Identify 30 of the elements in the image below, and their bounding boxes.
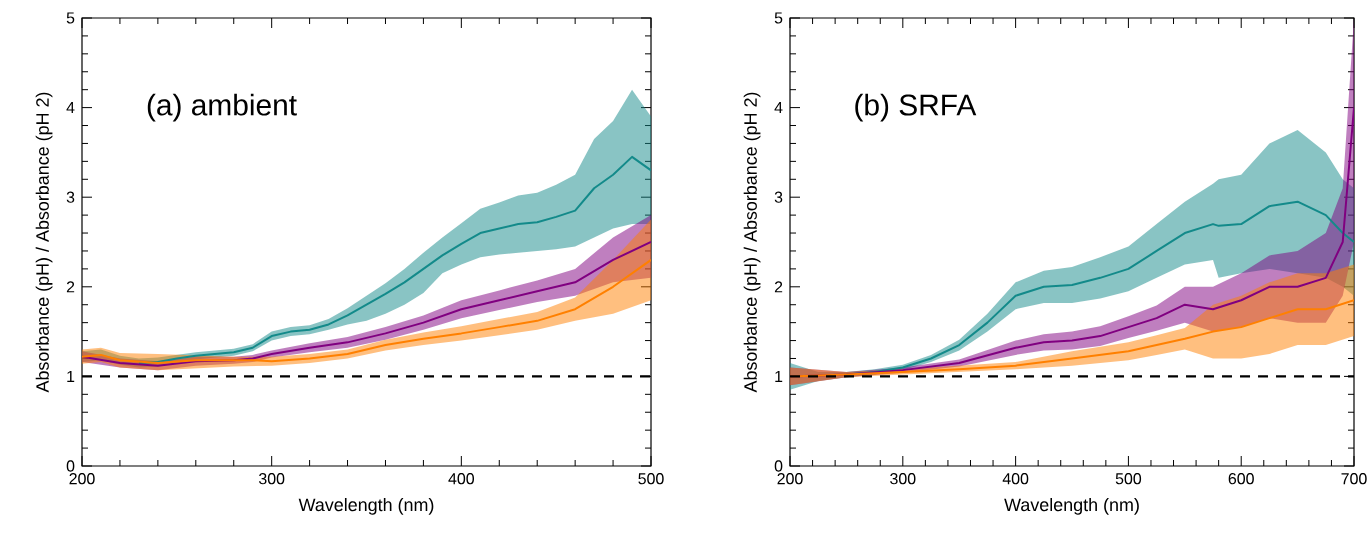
x-tick-label: 400 — [1002, 473, 1029, 485]
x-tick-label: 500 — [638, 473, 664, 485]
y-tick-label: 0 — [774, 460, 783, 472]
text: (a) ambient — [147, 93, 297, 122]
x-axis-title: Wavelength (nm) — [1004, 498, 1139, 515]
y-axis-title: Absorbance (pH) / Absorbance (pH 2) — [35, 92, 53, 393]
x-tick-label: 300 — [890, 473, 916, 485]
y-tick-label: 2 — [66, 281, 75, 293]
x-axis-title: Wavelength (nm) — [298, 498, 434, 515]
y-tick-label: 3 — [774, 191, 783, 203]
y-tick-label: 4 — [66, 102, 75, 114]
x-tick-label: 200 — [777, 473, 803, 485]
y-tick-label: 2 — [774, 281, 783, 293]
line-series — [82, 241, 652, 367]
y-tick-label: 3 — [66, 191, 75, 203]
y-tick-label: 4 — [774, 102, 783, 114]
text: (b) SRFA — [855, 93, 977, 122]
x-tick-label: 200 — [69, 473, 95, 485]
x-tick-label: 400 — [448, 473, 475, 485]
line-series — [845, 200, 1354, 376]
y-tick-label: 5 — [66, 12, 75, 24]
x-tick-label: 300 — [258, 473, 285, 485]
y-tick-label: 0 — [66, 460, 75, 472]
y-tick-label: 5 — [774, 12, 783, 24]
y-tick-label: 1 — [67, 370, 75, 382]
x-tick-label: 500 — [1115, 473, 1142, 485]
y-tick-label: 1 — [775, 370, 783, 382]
x-tick-label: 600 — [1228, 473, 1254, 485]
x-tick-label: 700 — [1341, 473, 1367, 485]
y-axis-title: Absorbance (pH) / Absorbance (pH 2) — [743, 92, 761, 393]
